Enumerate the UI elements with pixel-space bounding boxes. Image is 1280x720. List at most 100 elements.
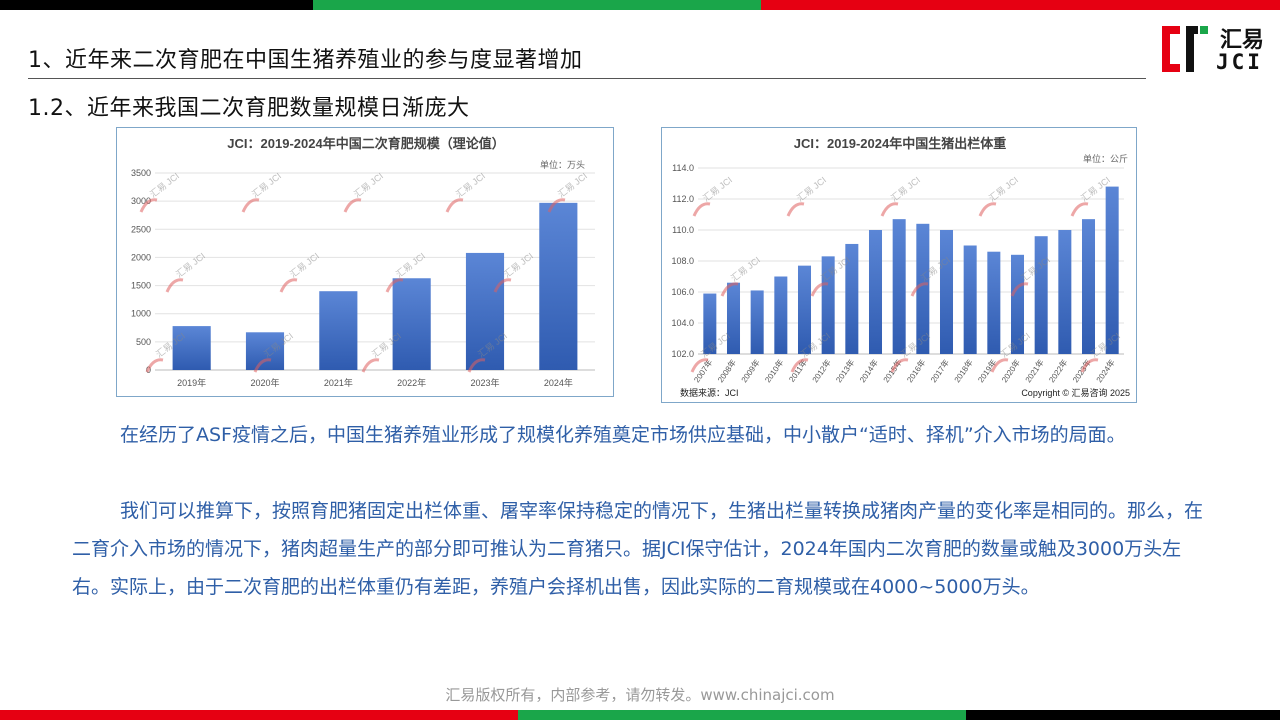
- bar: [1058, 230, 1072, 354]
- x-tick-label: 2016年: [904, 357, 927, 384]
- y-tick-label: 104.0: [671, 318, 694, 328]
- bar: [539, 202, 578, 370]
- logo-mark-icon: [1162, 26, 1208, 72]
- x-tick-label: 2019年: [975, 357, 998, 384]
- chart-source: 数据来源：JCI: [680, 387, 739, 398]
- top-bar-red: [761, 0, 1280, 10]
- x-tick-label: 2018年: [952, 357, 975, 384]
- bar: [868, 230, 883, 354]
- logo-name-cn: 汇易: [1220, 28, 1265, 53]
- y-tick-label: 2500: [131, 224, 151, 234]
- y-tick-label: 500: [136, 337, 151, 347]
- y-tick-label: 1000: [131, 309, 151, 319]
- bar: [392, 278, 431, 370]
- watermark-mark-icon: [978, 202, 997, 217]
- bar: [963, 245, 977, 354]
- x-tick-label: 2012年: [810, 357, 833, 384]
- paragraph-asf: 在经历了ASF疫情之后，中国生猪养殖业形成了规模化养殖奠定市场供应基础，中小散户…: [120, 424, 1126, 446]
- watermark-mark-icon: [241, 198, 260, 213]
- watermark-text: 汇易 JCI: [454, 171, 487, 200]
- y-tick-label: 106.0: [671, 287, 694, 297]
- y-tick-label: 3500: [131, 168, 151, 178]
- watermark-text: 汇易 JCI: [729, 255, 762, 284]
- watermark-mark-icon: [880, 202, 899, 217]
- watermark-text: 汇易 JCI: [174, 251, 207, 280]
- top-bar-green: [313, 0, 761, 10]
- x-tick-label: 2023年: [470, 377, 499, 388]
- page-title: 1、近年来二次育肥在中国生猪养殖业的参与度显著增加: [28, 48, 583, 73]
- bar: [245, 332, 285, 370]
- x-tick-label: 2008年: [715, 357, 738, 384]
- watermark-mark-icon: [547, 198, 566, 213]
- watermark-mark-icon: [279, 278, 298, 293]
- watermark-mark-icon: [253, 358, 272, 373]
- bar: [172, 326, 211, 370]
- bar: [1010, 254, 1025, 354]
- y-tick-label: 114.0: [672, 163, 694, 173]
- bar: [892, 219, 906, 354]
- watermark-text: 汇易 JCI: [250, 171, 283, 200]
- x-tick-label: 2010年: [762, 357, 785, 384]
- watermark-mark-icon: [786, 202, 805, 217]
- x-tick-label: 2013年: [833, 357, 856, 384]
- watermark-text: 汇易 JCI: [556, 171, 589, 200]
- chart-slaughter-weight: JCI：2019-2024年中国生猪出栏体重 单位：公斤 102.0 104.0 106…: [661, 127, 1137, 403]
- footer-copyright-note: 汇易版权所有，内部参考，请勿转发。www.chinajci.com: [445, 686, 835, 704]
- y-tick-label: 102.0: [671, 349, 694, 359]
- x-tick-label: 2019年: [177, 377, 206, 388]
- x-tick-label: 2021年: [1023, 357, 1046, 384]
- chart-unit: 单位：公斤: [1083, 153, 1128, 164]
- watermark-text: 汇易 JCI: [502, 251, 535, 280]
- watermark-mark-icon: [910, 282, 929, 297]
- watermark-mark-icon: [165, 278, 184, 293]
- watermark-3: 汇易 JCI: [978, 175, 1020, 217]
- bar: [1034, 236, 1048, 354]
- bar: [1081, 219, 1096, 354]
- watermark-mark-icon: [690, 358, 709, 373]
- y-tick-label: 108.0: [671, 256, 694, 266]
- watermark-mark-icon: [990, 358, 1009, 373]
- bar: [726, 282, 741, 354]
- watermark-2: 汇易 JCI: [880, 175, 922, 217]
- watermark-mark-icon: [1010, 282, 1029, 297]
- bar: [821, 256, 835, 354]
- watermark-mark-icon: [720, 282, 739, 297]
- x-tick-label: 2022年: [1046, 357, 1069, 384]
- watermark-text: 汇易 JCI: [394, 251, 427, 280]
- bottom-bar-black: [966, 710, 1280, 720]
- watermark-mark-icon: [493, 278, 512, 293]
- watermark-mark-icon: [145, 358, 164, 373]
- jci-logo: 汇易 JCI: [1158, 22, 1270, 76]
- watermark-mark-icon: [467, 358, 486, 373]
- bar: [939, 230, 954, 354]
- y-tick-label: 1500: [131, 281, 151, 291]
- x-tick-label: 2024年: [544, 377, 573, 388]
- watermark-1: 汇易 JCI: [241, 171, 283, 213]
- x-tick-label: 2021年: [324, 377, 353, 388]
- watermark-text: 汇易 JCI: [148, 171, 181, 200]
- watermark-mark-icon: [343, 198, 362, 213]
- watermark-text: 汇易 JCI: [288, 251, 321, 280]
- watermark-mark-icon: [361, 358, 380, 373]
- chart-fattening-scale: JCI：2019-2024年中国二次育肥规模（理论值） 单位：万头 0 500 1000…: [116, 127, 614, 397]
- bar: [750, 290, 764, 354]
- watermark-mark-icon: [810, 282, 829, 297]
- watermark-3: 汇易 JCI: [445, 171, 487, 213]
- bottom-bar-green: [518, 710, 966, 720]
- chart-fattening-scale-svg: JCI：2019-2024年中国二次育肥规模（理论值）单位：万头05001000…: [131, 136, 595, 388]
- watermark-mark-icon: [139, 198, 158, 213]
- bar: [319, 291, 358, 370]
- bar: [916, 223, 930, 354]
- chart-copyright: Copyright © 汇易咨询 2025: [1021, 387, 1130, 398]
- section-subtitle: 1.2、近年来我国二次育肥数量规模日渐庞大: [28, 96, 470, 121]
- bar: [703, 293, 717, 354]
- x-tick-label: 2024年: [1094, 357, 1117, 384]
- bar: [1105, 186, 1119, 354]
- x-tick-label: 2022年: [397, 377, 426, 388]
- paragraph-estimate: 我们可以推算下，按照育肥猪固定出栏体重、屠宰率保持稳定的情况下，生猪出栏量转换成…: [72, 500, 1204, 598]
- bar: [797, 265, 812, 354]
- logo-name-en: JCI: [1216, 50, 1263, 74]
- bottom-color-bar: [0, 710, 1280, 720]
- bar: [774, 276, 788, 354]
- y-tick-label: 3000: [131, 196, 151, 206]
